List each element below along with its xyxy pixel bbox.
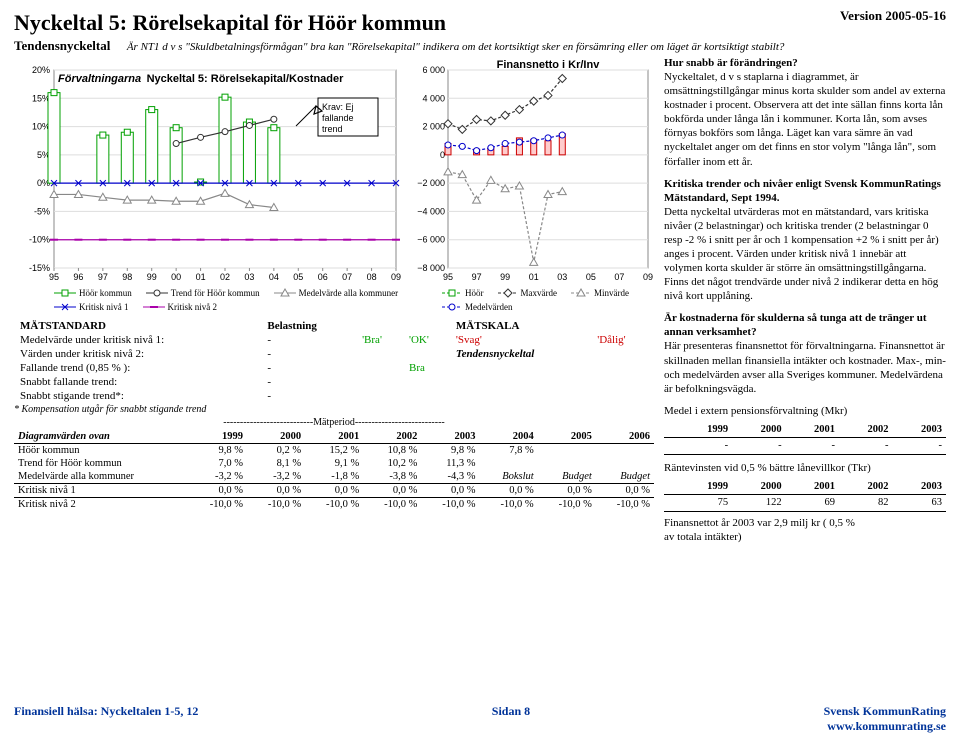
- svg-text:Förvaltningarna: Förvaltningarna: [58, 73, 141, 85]
- svg-text:−8 000: −8 000: [417, 263, 445, 273]
- period-divider: ---------------------------Mätperiod----…: [14, 417, 654, 428]
- svg-text:04: 04: [269, 272, 279, 282]
- svg-text:−6 000: −6 000: [417, 235, 445, 245]
- ranta-table: 1999200020012002200375122698263: [664, 479, 946, 512]
- svg-text:06: 06: [318, 272, 328, 282]
- svg-text:20%: 20%: [32, 65, 50, 75]
- p3: Här presenteras finansnettot för förvalt…: [664, 339, 946, 395]
- svg-text:96: 96: [73, 272, 83, 282]
- svg-text:−2 000: −2 000: [417, 178, 445, 188]
- svg-text:07: 07: [342, 272, 352, 282]
- svg-text:2 000: 2 000: [422, 122, 445, 132]
- footnote: * Kompensation utgår för snabbt stigande…: [14, 404, 654, 415]
- svg-text:99: 99: [147, 272, 157, 282]
- svg-text:Finansnetto i Kr/Inv: Finansnetto i Kr/Inv: [497, 59, 601, 71]
- footer-center: Sidan 8: [492, 704, 530, 734]
- p3h: Är kostnaderna för skulderna så tunga at…: [664, 312, 927, 338]
- t2-title: Räntevinsten vid 0,5 % bättre lånevillko…: [664, 461, 946, 475]
- svg-text:07: 07: [614, 272, 624, 282]
- p1: Nyckeltalet, d v s staplarna i diagramme…: [664, 70, 946, 169]
- svg-text:08: 08: [367, 272, 377, 282]
- svg-text:01: 01: [196, 272, 206, 282]
- svg-text:97: 97: [98, 272, 108, 282]
- p2h: Kritiska trender och nivåer enligt Svens…: [664, 178, 941, 204]
- svg-text:15%: 15%: [32, 93, 50, 103]
- svg-text:03: 03: [557, 272, 567, 282]
- svg-text:09: 09: [643, 272, 653, 282]
- footer-right: Svensk KommunRating www.kommunrating.se: [824, 704, 946, 734]
- svg-text:trend: trend: [322, 124, 343, 134]
- p2: Detta nyckeltal utvärderas mot en mätsta…: [664, 205, 946, 304]
- svg-text:6 000: 6 000: [422, 65, 445, 75]
- matstandard-table: MÄTSTANDARDBelastningMÄTSKALAMedelvärde …: [14, 318, 654, 404]
- svg-text:-10%: -10%: [29, 235, 50, 245]
- rfoot2: av totala intäkter): [664, 530, 946, 544]
- footer-left: Finansiell hälsa: Nyckeltalen 1-5, 12: [14, 704, 198, 734]
- data-table: Diagramvärden ovan1999200020012002200320…: [14, 430, 654, 511]
- svg-text:05: 05: [293, 272, 303, 282]
- rfoot: Finansnettot år 2003 var 2,9 milj kr ( 0…: [664, 516, 946, 530]
- svg-text:Krav: Ej: Krav: Ej: [322, 102, 354, 112]
- svg-text:99: 99: [500, 272, 510, 282]
- svg-text:0: 0: [440, 150, 445, 160]
- svg-text:03: 03: [244, 272, 254, 282]
- svg-text:00: 00: [171, 272, 181, 282]
- svg-text:95: 95: [443, 272, 453, 282]
- page-title: Nyckeltal 5: Rörelsekapital för Höör kom…: [14, 10, 946, 36]
- svg-text:09: 09: [391, 272, 401, 282]
- svg-text:02: 02: [220, 272, 230, 282]
- pension-table: 19992000200120022003-----: [664, 422, 946, 455]
- svg-text:98: 98: [122, 272, 132, 282]
- version: Version 2005-05-16: [840, 8, 946, 24]
- chart-finansnetto: −8 000 −6 000 −4 000 −2 000 0 2 000 4 000 6 000…: [414, 56, 654, 312]
- svg-text:01: 01: [529, 272, 539, 282]
- svg-text:95: 95: [49, 272, 59, 282]
- t1-title: Medel i extern pensionsförvaltning (Mkr): [664, 404, 946, 418]
- svg-text:−4 000: −4 000: [417, 206, 445, 216]
- svg-text:fallande: fallande: [322, 113, 354, 123]
- svg-text:10%: 10%: [32, 122, 50, 132]
- svg-text:-15%: -15%: [29, 263, 50, 273]
- svg-text:-5%: -5%: [34, 206, 50, 216]
- p1h: Hur snabb är förändringen?: [664, 57, 798, 69]
- svg-text:05: 05: [586, 272, 596, 282]
- svg-text:97: 97: [472, 272, 482, 282]
- sub-label: Tendensnyckeltal: [14, 38, 110, 53]
- svg-text:Nyckeltal 5: Rörelsekapital/Ko: Nyckeltal 5: Rörelsekapital/Kostnader: [147, 73, 345, 85]
- svg-text:4 000: 4 000: [422, 93, 445, 103]
- sub-text: Är NT1 d v s "Skuldbetalningsförmågan" b…: [127, 41, 785, 53]
- chart-rorelse: -15%-10%-5%0%5%10%15%20%9596979899000102…: [14, 56, 408, 312]
